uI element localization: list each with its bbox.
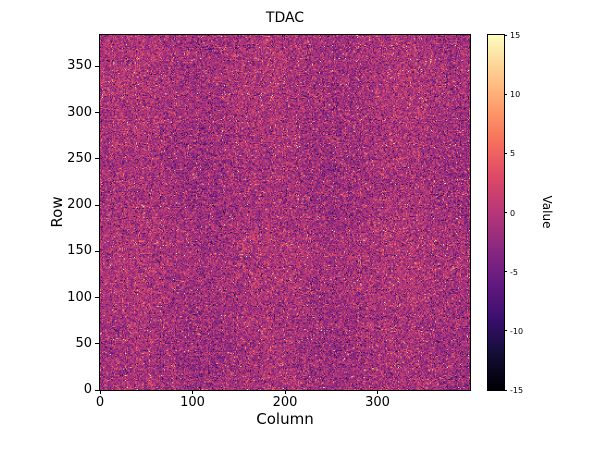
y-tick-mark	[95, 343, 99, 345]
y-tick-mark	[95, 112, 99, 114]
x-tick-label: 300	[365, 395, 390, 410]
y-tick-label: 100	[67, 289, 92, 305]
chart-title: TDAC	[265, 10, 305, 26]
colorbar-label: Value	[540, 195, 554, 229]
y-tick-mark	[95, 158, 99, 160]
colorbar-tick-label: 10	[510, 90, 521, 100]
x-tick-mark	[99, 390, 101, 394]
colorbar-tick-label: 15	[510, 31, 521, 40]
colorbar-canvas	[488, 35, 504, 390]
heatmap-plot-area	[99, 34, 471, 391]
y-tick-label: 0	[83, 382, 92, 397]
colorbar-tick-label: 5	[510, 149, 516, 159]
colorbar-tick-mark	[504, 212, 507, 213]
colorbar-tick-mark	[504, 271, 507, 273]
x-tick-label: 0	[95, 395, 105, 410]
colorbar-tick-mark	[504, 93, 507, 95]
y-tick-mark	[95, 65, 99, 67]
y-tick-label: 250	[67, 150, 92, 166]
y-tick-label: 350	[67, 58, 92, 74]
y-tick-mark	[95, 204, 99, 206]
y-tick-label: 300	[67, 104, 92, 120]
colorbar-tick-label: -5	[510, 267, 518, 277]
colorbar-tick-mark	[504, 389, 507, 391]
y-tick-label: 50	[75, 335, 92, 351]
y-tick-mark	[95, 297, 99, 299]
colorbar-tick-label: -10	[510, 326, 524, 336]
y-tick-label: 150	[67, 243, 92, 259]
y-tick-mark	[95, 250, 99, 252]
colorbar-tick-mark	[504, 330, 507, 332]
y-tick-label: 200	[67, 197, 92, 213]
colorbar-tick-mark	[504, 34, 507, 36]
heatmap-canvas	[100, 35, 470, 390]
x-tick-label: 200	[272, 395, 298, 410]
colorbar	[487, 34, 505, 391]
y-tick-mark	[95, 389, 99, 391]
x-tick-mark	[377, 390, 378, 394]
colorbar-tick-mark	[504, 152, 507, 154]
x-axis-label: Column	[256, 410, 314, 428]
colorbar-tick-label: 0	[510, 208, 516, 218]
x-tick-mark	[284, 390, 286, 394]
x-tick-label: 100	[180, 395, 205, 410]
x-tick-mark	[192, 390, 193, 394]
colorbar-tick-label: -15	[510, 386, 524, 395]
